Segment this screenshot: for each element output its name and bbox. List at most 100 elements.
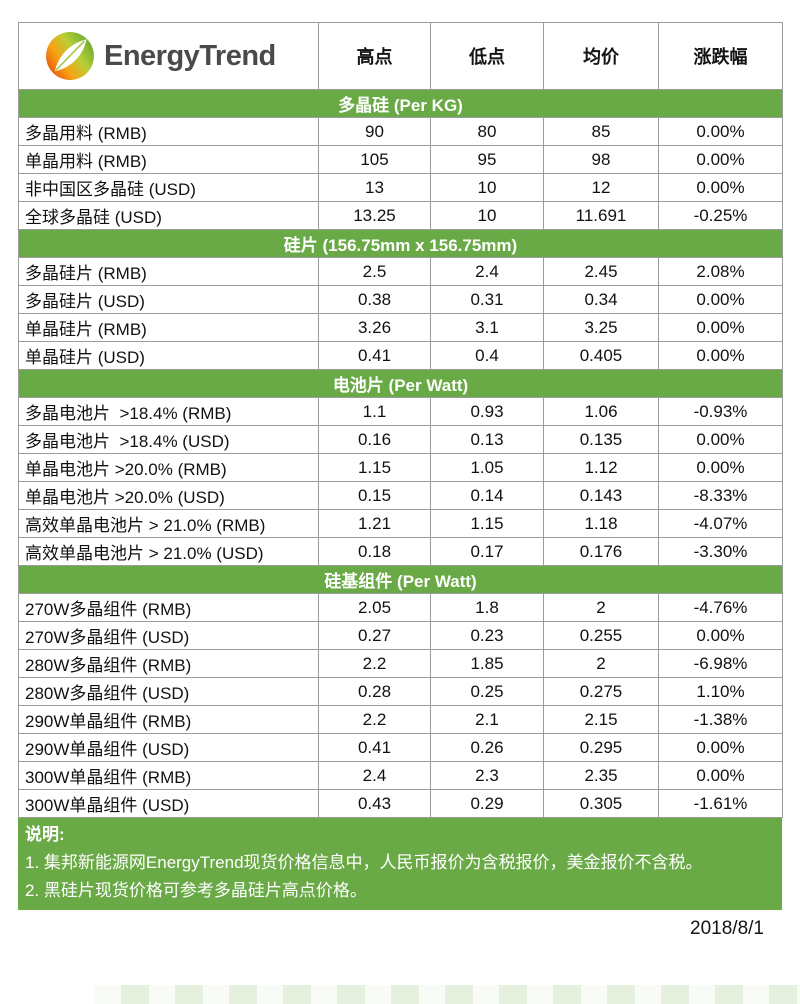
table-row: 300W单晶组件 (USD) 0.43 0.29 0.305 -1.61% (18, 789, 783, 818)
table-row: 300W单晶组件 (RMB) 2.4 2.3 2.35 0.00% (18, 761, 783, 790)
row-label: 单晶硅片 (USD) (18, 341, 319, 370)
value-low: 0.13 (430, 425, 544, 454)
row-label: 290W单晶组件 (RMB) (18, 705, 319, 734)
row-label: 单晶用料 (RMB) (18, 145, 319, 174)
row-label: 高效单晶电池片 > 21.0% (USD) (18, 537, 319, 566)
value-change: 0.00% (658, 145, 783, 174)
value-change: 1.10% (658, 677, 783, 706)
col-header-high: 高点 (318, 22, 431, 90)
value-avg: 1.18 (543, 509, 659, 538)
table-row: 全球多晶硅 (USD) 13.25 10 11.691 -0.25% (18, 201, 783, 230)
value-change: 0.00% (658, 733, 783, 762)
value-high: 13.25 (318, 201, 431, 230)
value-avg: 11.691 (543, 201, 659, 230)
table-header: EnergyTrend 高点 低点 均价 涨跌幅 (18, 22, 783, 90)
value-low: 0.93 (430, 397, 544, 426)
report-date: 2018/8/1 (690, 918, 764, 939)
value-avg: 0.305 (543, 789, 659, 818)
value-high: 0.43 (318, 789, 431, 818)
value-avg: 0.275 (543, 677, 659, 706)
value-change: 0.00% (658, 621, 783, 650)
value-low: 2.1 (430, 705, 544, 734)
table-row: 单晶硅片 (RMB) 3.26 3.1 3.25 0.00% (18, 313, 783, 342)
value-avg: 0.295 (543, 733, 659, 762)
value-avg: 0.255 (543, 621, 659, 650)
col-header-low: 低点 (430, 22, 544, 90)
value-low: 10 (430, 201, 544, 230)
table-row: 单晶电池片 >20.0% (RMB) 1.15 1.05 1.12 0.00% (18, 453, 783, 482)
value-low: 0.17 (430, 537, 544, 566)
value-high: 0.28 (318, 677, 431, 706)
value-avg: 98 (543, 145, 659, 174)
row-label: 多晶硅片 (USD) (18, 285, 319, 314)
value-low: 0.31 (430, 285, 544, 314)
row-label: 300W单晶组件 (USD) (18, 789, 319, 818)
value-avg: 0.135 (543, 425, 659, 454)
row-label: 多晶电池片 >18.4% (USD) (18, 425, 319, 454)
row-label: 270W多晶组件 (USD) (18, 621, 319, 650)
table-row: 多晶用料 (RMB) 90 80 85 0.00% (18, 117, 783, 146)
section-title: 多晶硅 (Per KG) (18, 89, 783, 118)
value-avg: 2.35 (543, 761, 659, 790)
value-high: 2.5 (318, 257, 431, 286)
row-label: 280W多晶组件 (RMB) (18, 649, 319, 678)
value-avg: 0.34 (543, 285, 659, 314)
value-avg: 12 (543, 173, 659, 202)
value-high: 1.15 (318, 453, 431, 482)
value-avg: 3.25 (543, 313, 659, 342)
value-high: 3.26 (318, 313, 431, 342)
row-label: 全球多晶硅 (USD) (18, 201, 319, 230)
table-row: 多晶硅片 (RMB) 2.5 2.4 2.45 2.08% (18, 257, 783, 286)
value-change: 0.00% (658, 761, 783, 790)
value-low: 0.23 (430, 621, 544, 650)
section-banner-row: 电池片 (Per Watt) (18, 369, 783, 398)
table-row: 多晶硅片 (USD) 0.38 0.31 0.34 0.00% (18, 285, 783, 314)
value-low: 10 (430, 173, 544, 202)
value-change: -0.93% (658, 397, 783, 426)
value-low: 0.14 (430, 481, 544, 510)
col-header-change: 涨跌幅 (658, 22, 783, 90)
header-row: EnergyTrend 高点 低点 均价 涨跌幅 (18, 22, 783, 90)
table-row: 290W单晶组件 (RMB) 2.2 2.1 2.15 -1.38% (18, 705, 783, 734)
value-low: 1.85 (430, 649, 544, 678)
value-high: 0.38 (318, 285, 431, 314)
value-change: 0.00% (658, 453, 783, 482)
value-avg: 2.15 (543, 705, 659, 734)
value-high: 0.18 (318, 537, 431, 566)
row-label: 高效单晶电池片 > 21.0% (RMB) (18, 509, 319, 538)
table-body: 多晶硅 (Per KG) 多晶用料 (RMB) 90 80 85 0.00% 单晶用料 (R… (18, 89, 783, 818)
value-change: -0.25% (658, 201, 783, 230)
row-label: 300W单晶组件 (RMB) (18, 761, 319, 790)
value-change: 0.00% (658, 173, 783, 202)
row-label: 单晶硅片 (RMB) (18, 313, 319, 342)
value-change: -3.30% (658, 537, 783, 566)
row-label: 多晶硅片 (RMB) (18, 257, 319, 286)
table-row: 单晶电池片 >20.0% (USD) 0.15 0.14 0.143 -8.33% (18, 481, 783, 510)
row-label: 单晶电池片 >20.0% (USD) (18, 481, 319, 510)
value-low: 0.4 (430, 341, 544, 370)
section-title: 电池片 (Per Watt) (18, 369, 783, 398)
value-high: 90 (318, 117, 431, 146)
value-avg: 85 (543, 117, 659, 146)
value-avg: 2 (543, 649, 659, 678)
value-high: 0.16 (318, 425, 431, 454)
table-row: 280W多晶组件 (USD) 0.28 0.25 0.275 1.10% (18, 677, 783, 706)
value-high: 13 (318, 173, 431, 202)
price-table: EnergyTrend 高点 低点 均价 涨跌幅 多晶硅 (Per KG) 多晶用… (18, 22, 783, 818)
section-banner-row: 硅片 (156.75mm x 156.75mm) (18, 229, 783, 258)
row-label: 280W多晶组件 (USD) (18, 677, 319, 706)
row-label: 多晶用料 (RMB) (18, 117, 319, 146)
table-row: 单晶硅片 (USD) 0.41 0.4 0.405 0.00% (18, 341, 783, 370)
value-avg: 0.176 (543, 537, 659, 566)
section-banner-row: 多晶硅 (Per KG) (18, 89, 783, 118)
value-low: 2.4 (430, 257, 544, 286)
row-label: 非中国区多晶硅 (USD) (18, 173, 319, 202)
value-low: 1.8 (430, 593, 544, 622)
note-item-2: 2. 黑硅片现货价格可参考多晶硅片高点价格。 (25, 881, 367, 900)
value-low: 0.25 (430, 677, 544, 706)
value-low: 0.29 (430, 789, 544, 818)
table-row: 290W单晶组件 (USD) 0.41 0.26 0.295 0.00% (18, 733, 783, 762)
table-row: 高效单晶电池片 > 21.0% (RMB) 1.21 1.15 1.18 -4.07% (18, 509, 783, 538)
energytrend-logo: EnergyTrend (45, 31, 317, 81)
